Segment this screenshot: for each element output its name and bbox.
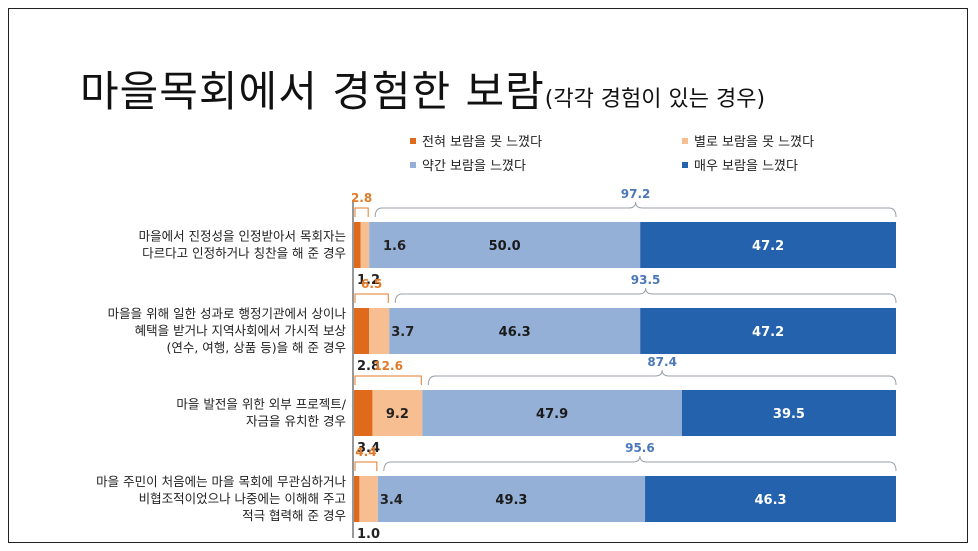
category-label: 다르다고 인정하거나 칭찬을 해 준 경우 bbox=[142, 246, 346, 261]
category-label: 마을에서 진정성을 인정받아서 목회자는 bbox=[139, 229, 346, 244]
category-label: 자금을 유치한 경우 bbox=[246, 414, 346, 429]
bar-segment bbox=[369, 222, 641, 268]
positive-bracket bbox=[374, 201, 897, 218]
bar-segment bbox=[422, 390, 682, 436]
negative-bracket bbox=[354, 207, 369, 217]
bar-segment bbox=[645, 476, 896, 522]
bar-segment bbox=[359, 476, 378, 522]
legend-label: 약간 보람을 느꼈다 bbox=[422, 159, 526, 174]
positive-total-label: 93.5 bbox=[631, 273, 661, 287]
title-main: 마을목회에서 경험한 보람 bbox=[80, 67, 545, 116]
bar-segment bbox=[360, 222, 370, 268]
title-subtitle: (각각 경험이 있는 경우) bbox=[544, 87, 766, 112]
data-label: 2.8 bbox=[357, 359, 380, 374]
legend-label: 별로 보람을 못 느꼈다 bbox=[694, 135, 814, 150]
bar-segment bbox=[354, 390, 373, 436]
bar-segment bbox=[640, 308, 896, 354]
data-label: 39.5 bbox=[773, 407, 805, 422]
legend-label: 매우 보람을 느꼈다 bbox=[694, 159, 798, 174]
legend-label: 전혀 보람을 못 느꼈다 bbox=[422, 135, 542, 150]
category-label: (연수, 여행, 상품 등)을 해 준 경우 bbox=[166, 340, 346, 355]
bar-segment bbox=[640, 222, 896, 268]
category-label: 비협조적이었으나 나중에는 이해해 주고 bbox=[139, 491, 346, 506]
data-label: 3.4 bbox=[357, 441, 380, 456]
bar-segment bbox=[389, 308, 641, 354]
bar-segment bbox=[354, 222, 361, 268]
data-label: 1.2 bbox=[357, 273, 380, 288]
data-label: 9.2 bbox=[386, 407, 409, 422]
category-label: 마을을 위해 일한 성과로 행정기관에서 상이나 bbox=[108, 306, 347, 321]
bar-segment bbox=[354, 476, 360, 522]
legend-swatch bbox=[682, 138, 688, 144]
bar-segment bbox=[377, 476, 646, 522]
negative-bracket bbox=[354, 375, 422, 385]
legend-swatch bbox=[410, 138, 416, 144]
data-label: 46.3 bbox=[754, 493, 786, 508]
positive-bracket bbox=[394, 287, 897, 304]
positive-total-label: 97.2 bbox=[621, 187, 651, 201]
data-label: 47.2 bbox=[752, 239, 784, 254]
slide-frame bbox=[8, 8, 968, 543]
positive-bracket bbox=[383, 455, 897, 472]
negative-bracket bbox=[354, 461, 378, 471]
category-label: 혜택을 받거나 지역사회에서 가시적 보상 bbox=[135, 323, 347, 338]
bar-segment bbox=[354, 308, 370, 354]
data-label: 1.0 bbox=[357, 527, 380, 542]
data-label: 1.6 bbox=[383, 239, 406, 254]
data-label: 50.0 bbox=[489, 239, 521, 254]
positive-total-label: 95.6 bbox=[625, 441, 655, 455]
category-label: 마을 발전을 위한 외부 프로젝트/ bbox=[176, 397, 346, 412]
data-label: 46.3 bbox=[499, 325, 531, 340]
data-label: 47.2 bbox=[752, 325, 784, 340]
bar-segment bbox=[681, 390, 896, 436]
slide-title: 마을목회에서 경험한 보람(각각 경험이 있는 경우) bbox=[80, 58, 765, 119]
negative-bracket bbox=[354, 293, 389, 303]
bar-segment bbox=[372, 390, 423, 436]
data-label: 47.9 bbox=[536, 407, 568, 422]
legend-swatch bbox=[682, 162, 688, 168]
negative-total-label: 12.6 bbox=[373, 359, 403, 373]
category-label: 적극 협력해 준 경우 bbox=[242, 508, 346, 523]
negative-total-label: 6.5 bbox=[361, 277, 382, 291]
data-label: 3.4 bbox=[380, 493, 403, 508]
negative-total-label: 2.8 bbox=[351, 191, 372, 205]
positive-bracket bbox=[427, 369, 897, 386]
bar-segment bbox=[369, 308, 390, 354]
legend-swatch bbox=[410, 162, 416, 168]
data-label: 49.3 bbox=[495, 493, 527, 508]
positive-total-label: 87.4 bbox=[647, 355, 677, 369]
negative-total-label: 4.4 bbox=[355, 445, 376, 459]
category-label: 마을 주민이 처음에는 마을 목회에 무관심하거나 bbox=[96, 474, 346, 489]
data-label: 3.7 bbox=[391, 325, 414, 340]
